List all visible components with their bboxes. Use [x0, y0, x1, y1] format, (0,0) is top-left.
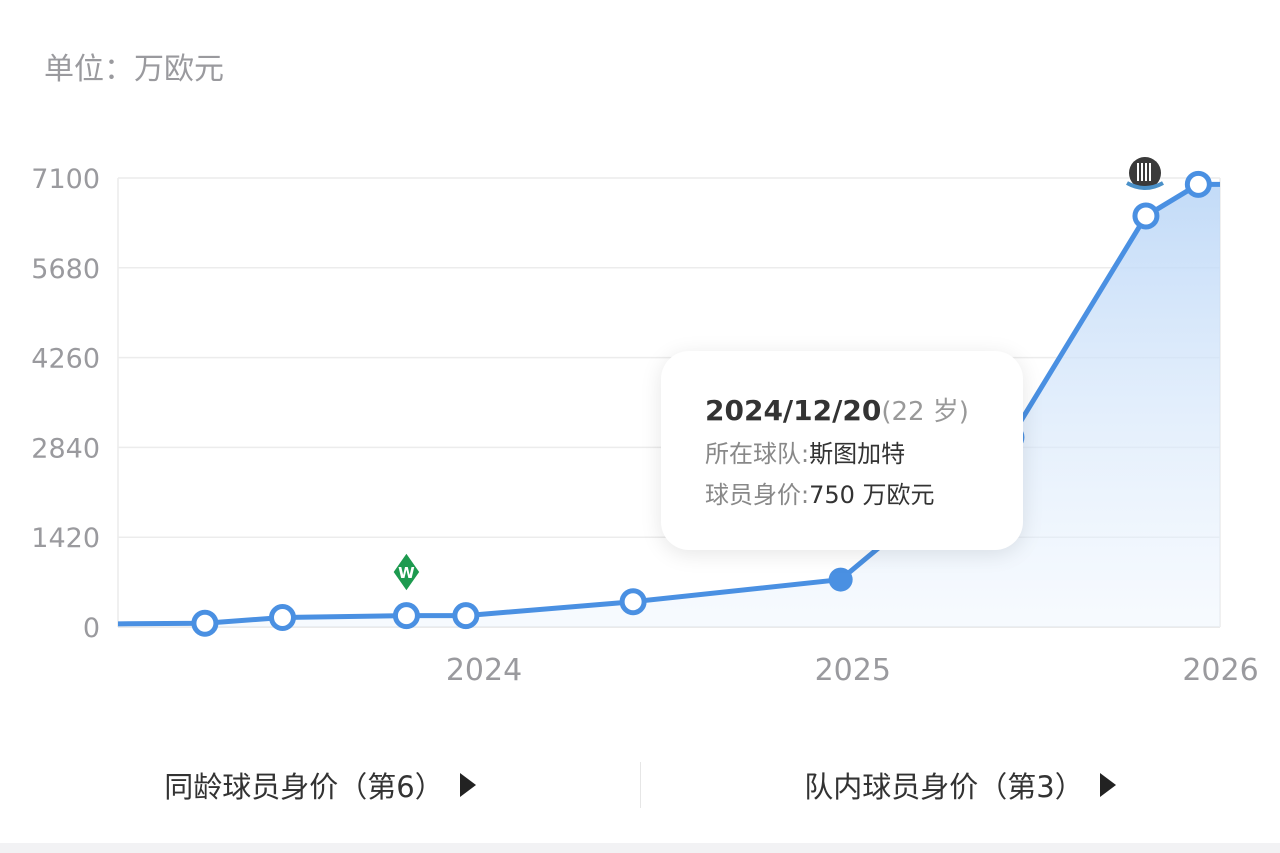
- in-team-label: 队内球员身价（第3）: [804, 770, 1084, 804]
- newcastle-logo-stripe: [1145, 163, 1147, 181]
- tooltip-team: 斯图加特: [809, 440, 906, 468]
- newcastle-logo-stripe: [1137, 163, 1139, 181]
- y-tick-label: 1420: [31, 523, 100, 554]
- tooltip-value: 750 万欧元: [809, 481, 935, 509]
- y-tick-label: 2840: [31, 433, 100, 464]
- play-arrow-icon: [1099, 773, 1116, 797]
- x-tick-label: 2025: [815, 653, 891, 688]
- data-point: [191, 609, 219, 637]
- werder-bremen-logo-icon: [391, 550, 422, 594]
- x-tick-label: 2024: [446, 653, 522, 688]
- market-value-chart: 0 1420 2840 4260 5680 7100 2024 2025 2026 W: [31, 157, 1259, 688]
- tooltip-team-label: 所在球队:: [705, 440, 810, 468]
- y-tick-label: 7100: [31, 164, 100, 195]
- tooltip-date: 2024/12/20: [705, 394, 882, 427]
- data-point: [268, 604, 296, 632]
- newcastle-logo-stripe: [1149, 163, 1151, 181]
- data-point: [1184, 170, 1212, 198]
- play-arrow-icon: [459, 773, 476, 797]
- same-age-label: 同龄球员身价（第6）: [164, 770, 444, 804]
- data-point: [619, 588, 647, 616]
- x-tick-label: 2026: [1182, 653, 1258, 688]
- y-tick-label: 5680: [31, 254, 100, 285]
- data-point-selected: [828, 567, 853, 592]
- same-age-value-button[interactable]: 同龄球员身价（第6）: [0, 755, 640, 815]
- unit-label: 单位：万欧元: [44, 52, 224, 87]
- footer-strip: [0, 843, 1280, 853]
- in-team-value-button[interactable]: 队内球员身价（第3）: [640, 755, 1280, 815]
- tooltip-value-label: 球员身价:: [705, 481, 810, 509]
- data-point: [392, 602, 420, 630]
- data-point: [452, 602, 480, 630]
- tooltip-age: (22 岁): [881, 397, 969, 427]
- data-point: [1132, 202, 1160, 230]
- divider: [640, 762, 641, 808]
- newcastle-logo-stripe: [1141, 163, 1143, 181]
- newcastle-logo-ribbon: [1126, 181, 1164, 190]
- tooltip: 2024/12/20(22 岁) 所在球队:斯图加特 球员身价:750 万欧元: [661, 351, 1023, 550]
- werder-bremen-logo-letter: W: [398, 564, 415, 582]
- y-tick-label: 0: [83, 613, 100, 644]
- y-tick-label: 4260: [31, 344, 100, 375]
